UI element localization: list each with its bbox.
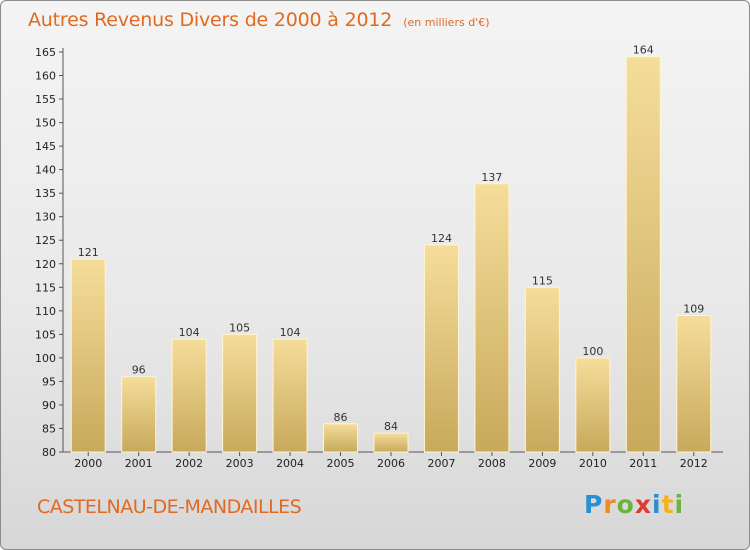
x-tick-label: 2012: [680, 457, 708, 470]
bar: [70, 258, 106, 453]
proxiti-logo[interactable]: Proxiti: [584, 490, 684, 519]
y-tick-label: 110: [35, 305, 56, 318]
logo-letter: x: [634, 490, 652, 519]
x-tick-label: 2002: [175, 457, 203, 470]
data-label: 96: [132, 364, 146, 377]
x-tick-label: 2006: [377, 457, 405, 470]
x-tick-label: 2008: [478, 457, 506, 470]
data-label: 137: [481, 171, 502, 184]
y-tick-label: 100: [35, 352, 56, 365]
bar: [121, 376, 157, 453]
data-label: 84: [384, 420, 398, 433]
y-tick-label: 135: [35, 187, 56, 200]
x-tick-label: 2007: [427, 457, 455, 470]
bar: [474, 183, 510, 453]
commune-name: CASTELNAU-DE-MANDAILLES: [37, 496, 302, 518]
logo-letter: o: [616, 490, 635, 519]
data-label: 86: [334, 411, 348, 424]
data-label: 104: [280, 326, 301, 339]
y-tick-label: 90: [42, 399, 56, 412]
y-tick-label: 150: [35, 117, 56, 130]
y-tick-label: 145: [35, 140, 56, 153]
y-tick-label: 155: [35, 93, 56, 106]
bar: [575, 357, 611, 453]
data-label: 109: [683, 303, 704, 316]
x-tick-label: 2003: [226, 457, 254, 470]
y-tick-label: 130: [35, 211, 56, 224]
y-tick-label: 140: [35, 164, 56, 177]
bar: [676, 315, 712, 453]
chart-title-text: Autres Revenus Divers de 2000 à 2012: [28, 9, 393, 31]
y-tick-label: 125: [35, 234, 56, 247]
data-label: 121: [78, 246, 99, 259]
logo-letter: i: [652, 490, 662, 519]
x-tick-label: 2010: [579, 457, 607, 470]
y-tick-label: 165: [35, 46, 56, 59]
bar: [323, 423, 359, 453]
bar: [524, 286, 560, 453]
x-tick-label: 2004: [276, 457, 304, 470]
bar: [423, 244, 459, 453]
data-label: 104: [179, 326, 200, 339]
chart-unit: (en milliers d'€): [403, 16, 490, 29]
data-label: 105: [229, 321, 250, 334]
x-tick-label: 2000: [74, 457, 102, 470]
bar: [222, 333, 258, 453]
logo-letter: r: [603, 490, 617, 519]
x-tick-label: 2001: [125, 457, 153, 470]
bar: [625, 56, 661, 453]
logo-letter: i: [674, 490, 685, 519]
y-tick-label: 105: [35, 328, 56, 341]
data-label: 124: [431, 232, 452, 245]
y-tick-label: 120: [35, 258, 56, 271]
logo-letter: t: [661, 490, 675, 519]
data-label: 115: [532, 274, 553, 287]
bar: [373, 432, 409, 453]
data-label: 100: [582, 345, 603, 358]
y-tick-label: 85: [42, 422, 56, 435]
y-tick-label: 160: [35, 70, 56, 83]
x-tick-label: 2011: [629, 457, 657, 470]
y-tick-label: 95: [42, 375, 56, 388]
bar: [272, 338, 308, 453]
chart-title: Autres Revenus Divers de 2000 à 2012 (en…: [28, 9, 490, 31]
logo-letter: P: [584, 490, 604, 519]
data-label: 164: [633, 44, 654, 57]
y-tick-label: 80: [42, 446, 56, 459]
bar: [171, 338, 207, 453]
x-tick-label: 2005: [327, 457, 355, 470]
x-tick-label: 2009: [528, 457, 556, 470]
y-tick-label: 115: [35, 281, 56, 294]
